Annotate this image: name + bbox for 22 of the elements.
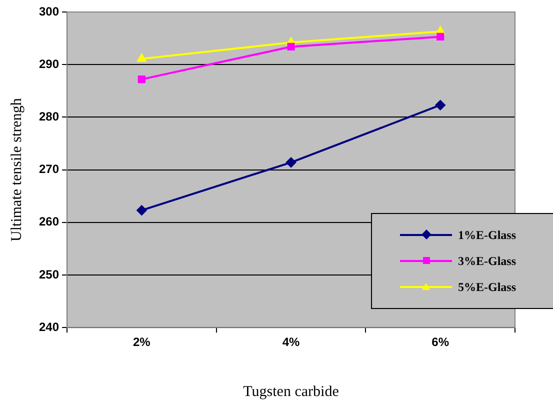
- x-tick-label: 2%: [133, 335, 151, 350]
- point: [436, 32, 444, 41]
- point: [137, 54, 146, 62]
- point: [136, 205, 147, 216]
- y-axis-title: Ultimate tensile strengh: [8, 98, 25, 242]
- x-tick-label: 6%: [432, 335, 450, 350]
- y-tick-label: 260: [38, 214, 60, 229]
- point: [138, 76, 146, 84]
- y-tick-label: 240: [38, 320, 60, 334]
- point: [287, 42, 295, 51]
- x-axis-title: Tugsten carbide: [243, 384, 340, 400]
- point: [435, 100, 446, 110]
- y-tick-label: 270: [38, 162, 60, 176]
- legend-label: 3%E-Glass: [458, 254, 516, 268]
- y-tick-label: 280: [38, 110, 60, 124]
- y-tick-label: 290: [38, 56, 60, 71]
- y-tick-label: 250: [38, 267, 60, 282]
- x-tick-label: 4%: [282, 335, 300, 350]
- y-tick-label: 300: [38, 4, 60, 18]
- point: [286, 157, 296, 168]
- legend-label: 5%E-Glass: [458, 280, 516, 294]
- legend-label: 1%E-Glass: [458, 228, 516, 242]
